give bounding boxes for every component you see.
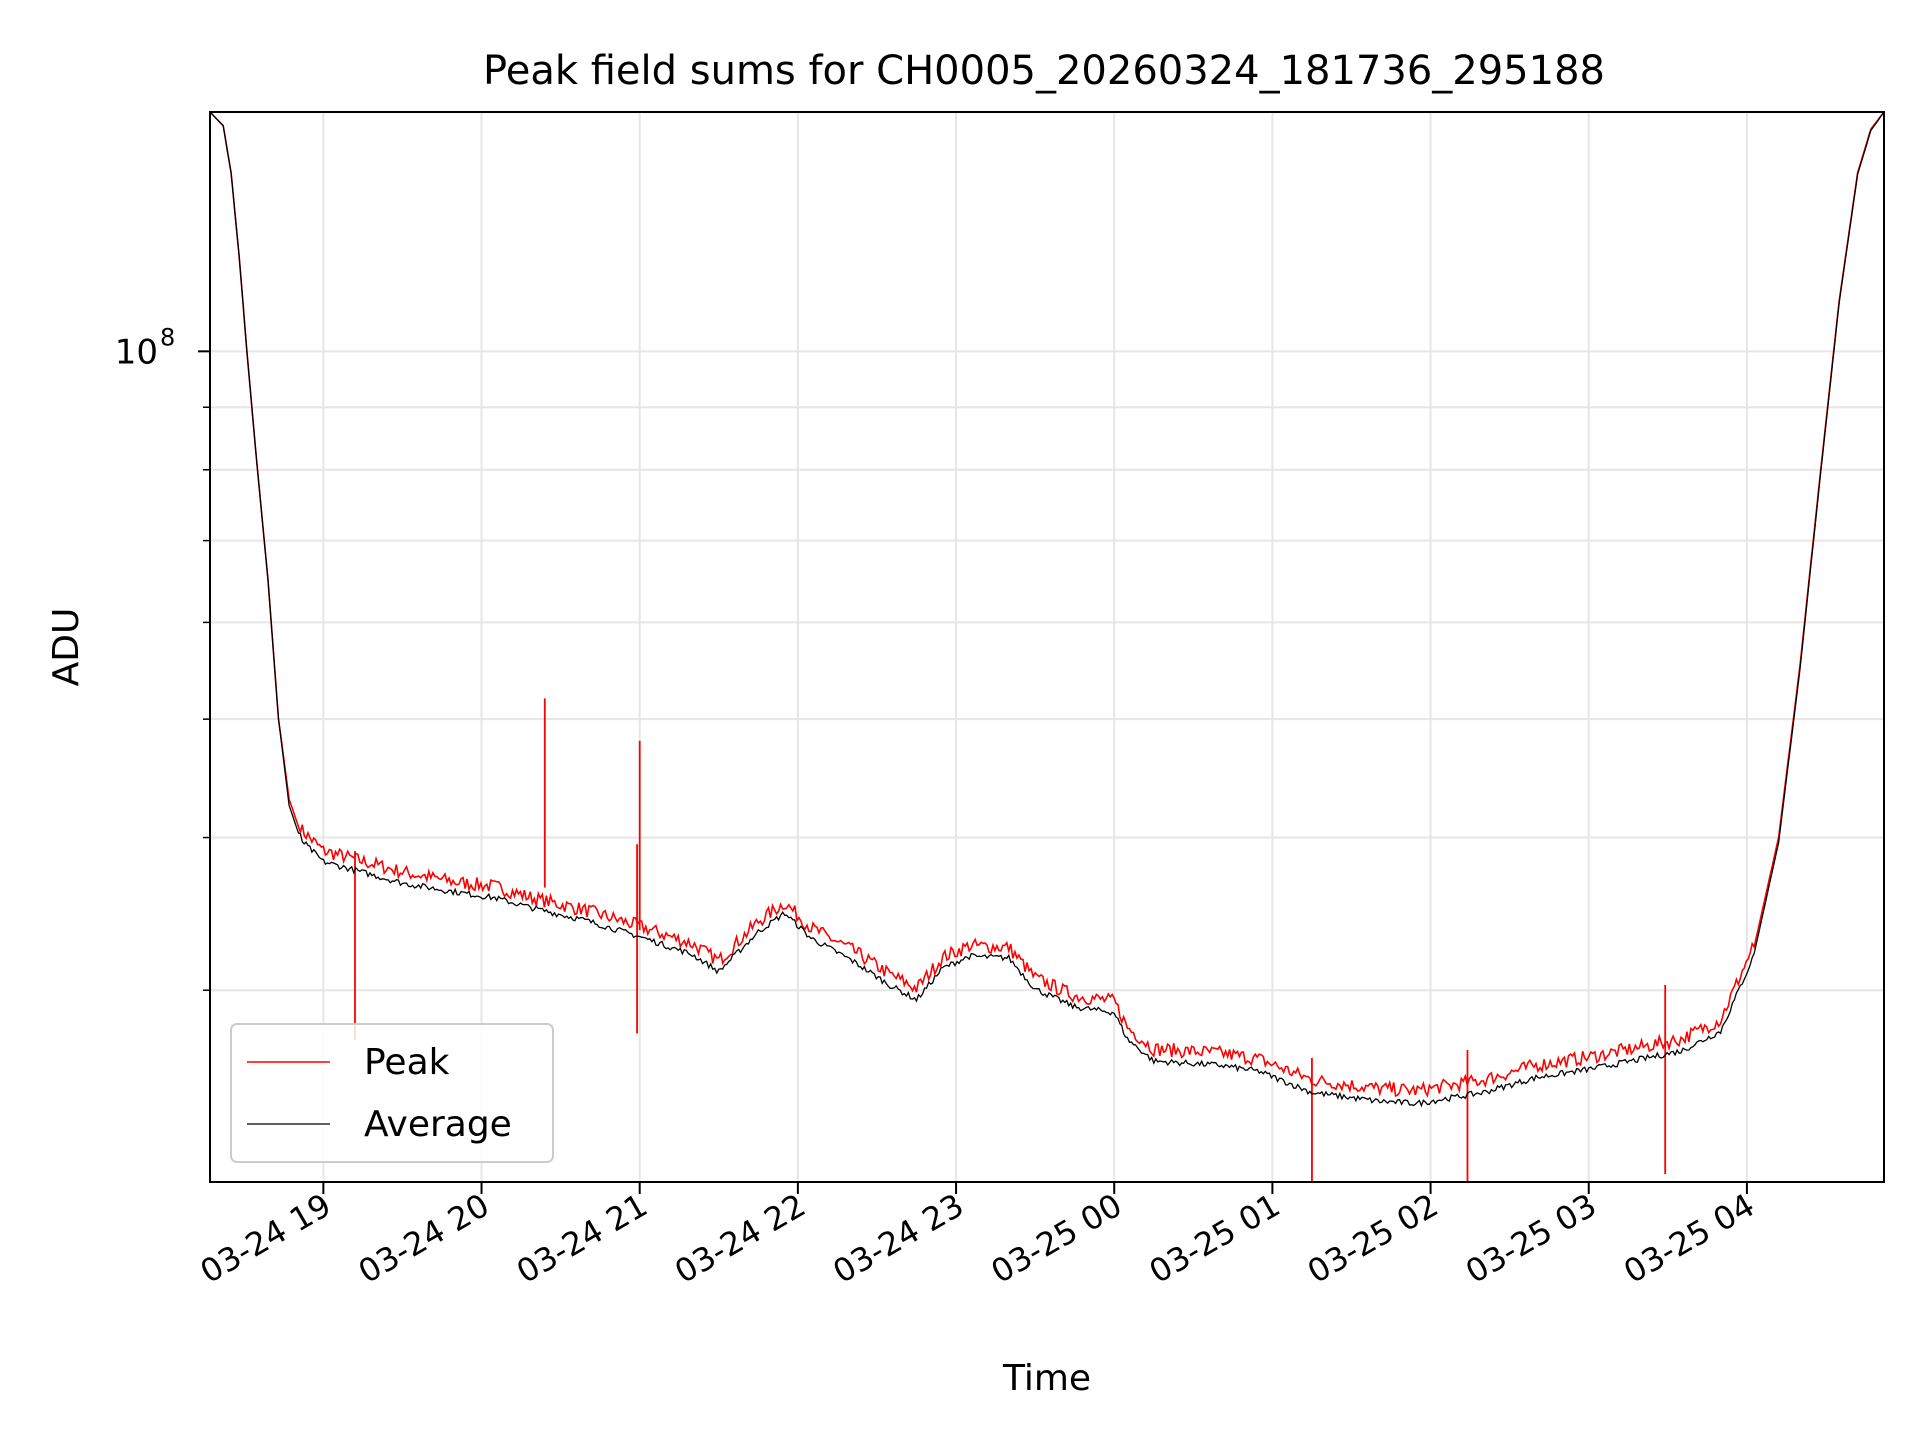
legend-label-peak: Peak <box>364 1042 450 1083</box>
chart-title: Peak field sums for CH0005_20260324_1817… <box>483 48 1605 94</box>
x-axis-label: Time <box>1002 1358 1091 1399</box>
y-tick-labels: 10 8 <box>115 323 176 372</box>
y-axis-label: ADU <box>46 608 87 687</box>
legend: Peak Average <box>230 1023 554 1163</box>
legend-box <box>230 1023 554 1163</box>
legend-label-average: Average <box>364 1104 512 1145</box>
series-line-peak <box>210 112 1884 1098</box>
axis-ticks <box>198 350 1748 1194</box>
series-line-average <box>210 112 1884 1108</box>
y-tick-label-exponent: 8 <box>160 323 175 351</box>
plot-frame <box>209 111 1885 1183</box>
grid-lines <box>210 112 1884 1182</box>
peak-spikes <box>354 698 1667 1182</box>
y-tick-label-base: 10 <box>115 332 158 372</box>
